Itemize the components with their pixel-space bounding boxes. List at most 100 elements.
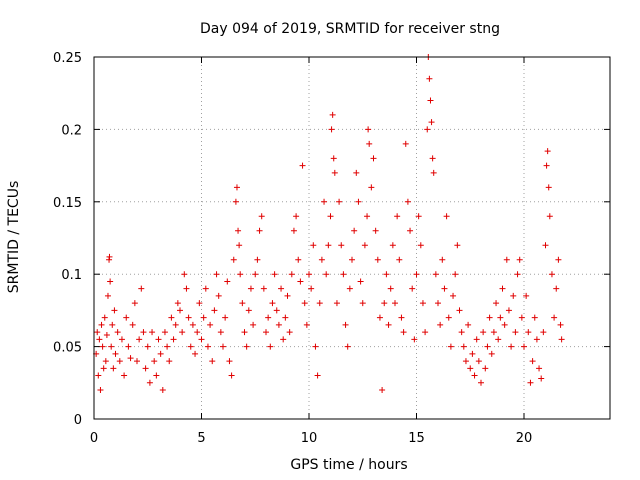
data-point (275, 321, 282, 328)
y-tick-label: 0.1 (61, 268, 82, 283)
data-point (107, 278, 114, 285)
data-point (475, 358, 482, 365)
data-point (136, 336, 143, 343)
data-point (127, 355, 134, 362)
data-point (129, 321, 136, 328)
data-point (121, 372, 128, 379)
data-point (112, 350, 119, 357)
data-point (146, 379, 153, 386)
data-point (330, 155, 337, 162)
data-point (394, 213, 401, 220)
data-point (140, 329, 147, 336)
data-point (417, 242, 424, 249)
data-point (543, 162, 550, 169)
data-point (429, 155, 436, 162)
data-point (346, 285, 353, 292)
data-point (327, 213, 334, 220)
data-point (157, 350, 164, 357)
data-point (336, 198, 343, 205)
data-point (430, 169, 437, 176)
data-point (271, 271, 278, 278)
grid-lines (94, 57, 610, 419)
data-point (232, 198, 239, 205)
data-point (198, 336, 205, 343)
data-point (495, 336, 502, 343)
data-point (170, 336, 177, 343)
data-point (164, 343, 171, 350)
data-point (295, 256, 302, 263)
data-point (209, 358, 216, 365)
data-point (533, 336, 540, 343)
data-point (236, 242, 243, 249)
data-point (353, 169, 360, 176)
data-point (454, 242, 461, 249)
data-point (523, 292, 530, 299)
data-point (282, 314, 289, 321)
data-point (222, 314, 229, 321)
y-tick-label: 0.25 (53, 51, 82, 66)
data-point (374, 256, 381, 263)
y-tick-label: 0.05 (53, 341, 82, 356)
y-tick-label: 0.2 (61, 123, 82, 138)
data-point (548, 271, 555, 278)
data-point (103, 332, 110, 339)
data-point (273, 307, 280, 314)
data-point (110, 365, 117, 372)
chart-title: Day 094 of 2019, SRMTID for receiver stn… (200, 21, 500, 37)
data-point (269, 300, 276, 307)
data-point (254, 256, 261, 263)
data-points (93, 54, 565, 394)
x-tick-label: 15 (408, 431, 425, 446)
data-point (411, 336, 418, 343)
data-point (445, 314, 452, 321)
data-point (439, 256, 446, 263)
data-point (396, 256, 403, 263)
data-point (392, 300, 398, 307)
data-point (372, 227, 379, 234)
data-point (505, 307, 512, 314)
data-point (280, 336, 287, 343)
data-point (413, 271, 420, 278)
data-point (194, 329, 201, 336)
data-point (149, 329, 156, 336)
data-point (480, 329, 487, 336)
data-point (364, 213, 371, 220)
data-point (484, 343, 491, 350)
data-point (422, 329, 429, 336)
data-point (452, 271, 459, 278)
data-point (508, 343, 515, 350)
data-point (525, 329, 532, 336)
data-point (368, 184, 375, 191)
data-point (545, 184, 552, 191)
data-point (161, 329, 168, 336)
data-point (501, 321, 508, 328)
data-point (94, 329, 101, 336)
data-point (450, 292, 457, 299)
data-point (297, 278, 304, 285)
data-point (99, 343, 106, 350)
data-point (278, 285, 285, 292)
data-point (365, 126, 372, 133)
data-point (540, 329, 547, 336)
data-point (228, 372, 235, 379)
data-point (355, 198, 362, 205)
data-point (482, 365, 489, 372)
data-point (318, 256, 325, 263)
data-point (424, 126, 431, 133)
data-point (250, 321, 257, 328)
data-point (488, 350, 495, 357)
data-point (290, 227, 297, 234)
data-point (215, 292, 222, 299)
data-point (415, 213, 422, 220)
data-point (465, 321, 472, 328)
data-point (551, 314, 558, 321)
data-point (486, 314, 493, 321)
data-point (383, 271, 390, 278)
data-point (224, 278, 231, 285)
data-point (529, 358, 536, 365)
data-point (557, 321, 564, 328)
data-point (217, 329, 224, 336)
data-point (181, 271, 188, 278)
data-point (226, 358, 233, 365)
data-point (441, 285, 448, 292)
